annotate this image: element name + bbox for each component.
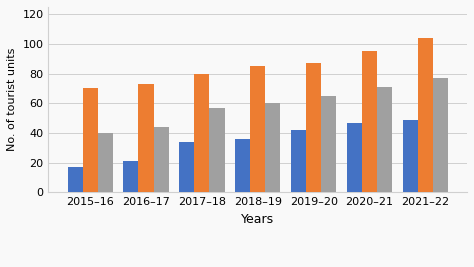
Bar xyxy=(347,123,362,192)
Bar xyxy=(321,96,336,192)
Bar xyxy=(154,127,169,192)
Bar xyxy=(98,133,113,192)
Bar xyxy=(82,88,98,192)
Bar xyxy=(418,38,433,192)
Bar xyxy=(235,139,250,192)
Bar xyxy=(138,84,154,192)
Bar xyxy=(179,142,194,192)
Bar xyxy=(433,78,448,192)
Bar xyxy=(403,120,418,192)
Bar xyxy=(362,52,377,192)
Bar xyxy=(265,103,281,192)
Bar xyxy=(67,167,82,192)
Bar xyxy=(250,66,265,192)
Bar xyxy=(306,63,321,192)
Bar xyxy=(291,130,306,192)
X-axis label: Years: Years xyxy=(241,213,274,226)
Bar xyxy=(377,87,392,192)
Y-axis label: No. of tourist units: No. of tourist units xyxy=(7,48,17,151)
Bar xyxy=(210,108,225,192)
Bar xyxy=(194,74,210,192)
Bar xyxy=(123,161,138,192)
